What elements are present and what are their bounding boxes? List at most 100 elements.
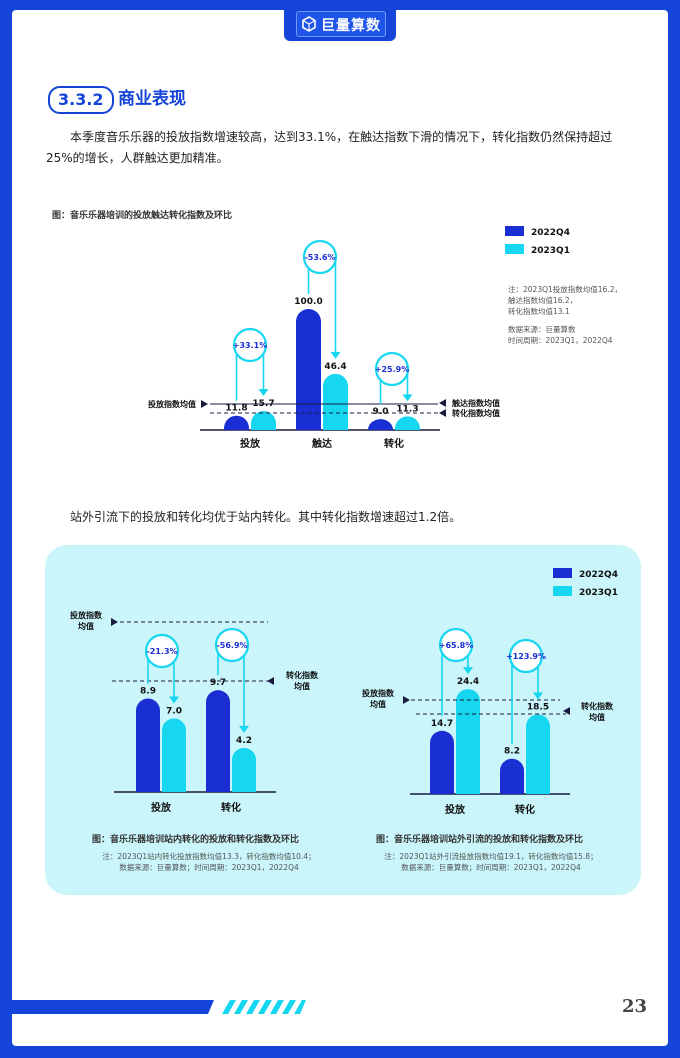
category-label: 投放 [445,803,466,816]
category-label: 投放 [151,801,172,814]
paragraph-summary-2: 站外引流下的投放和转化均优于站内转化。其中转化指数增速超过1.2倍。 [70,510,462,524]
note-line: 触达指数均值16.2， [508,296,578,305]
chart-bar [296,309,321,430]
left-triangle-icon [439,409,446,417]
legend-swatch [553,586,572,596]
bottom-left-chart-title: 图：音乐乐器培训站内转化的投放和转化指数及环比 [92,835,300,845]
average-marker-label: 投放指数 [362,688,395,698]
average-marker-label: 投放指数均值 [148,399,196,409]
bottom-right-note: 注：2023Q1站外引流投放指数均值19.1，转化指数均值15.8； 数据来源：… [372,851,610,873]
bar-value-label: 11.3 [396,404,418,414]
average-marker-label: 均值 [78,621,94,631]
chart-bar [368,419,393,430]
arrow-head-icon [402,394,413,402]
change-label: +65.8% [439,641,473,650]
change-label: +33.1% [233,341,267,350]
chart-bar [456,689,480,794]
average-marker-label: 转化指数 [286,670,319,680]
category-label: 投放 [240,437,261,450]
arrow-head-icon [169,696,179,704]
brand-logo: 巨量算数 [296,11,386,37]
bottom-left-note: 注：2023Q1站内转化投放指数均值13.3，转化指数均值10.4； 数据来源：… [90,851,328,873]
chart-bar [430,730,454,794]
bar-value-label: 18.5 [527,702,549,712]
left-triangle-icon [439,399,446,407]
right-triangle-icon [111,618,118,626]
legend-label: 2022Q4 [531,228,570,238]
category-label: 转化 [384,437,404,450]
chart-bar [323,373,348,430]
arrow-head-icon [239,725,249,733]
note-line: 数据来源：巨量算数；时间周期：2023Q1，2022Q4 [401,863,581,872]
bar-value-label: 8.2 [504,747,520,757]
category-label: 转化 [515,803,535,816]
average-marker-label: 转化指数均值 [452,408,500,418]
change-bubble [438,627,474,663]
legend-label: 2023Q1 [579,588,618,598]
chart-bar [136,698,160,792]
cube-logo-icon [302,16,316,32]
chart-bar [395,416,420,430]
category-label: 转化 [221,801,241,814]
average-marker-label: 转化指数 [581,701,614,711]
arrow-head-icon [330,351,341,359]
chart-bar [162,718,186,792]
change-label: -53.6% [304,253,335,262]
page-number: 23 [622,996,648,1017]
note-line: 时间周期：2023Q1，2022Q4 [508,336,613,345]
average-marker-label: 投放指数 [70,610,103,620]
bar-value-label: 14.7 [431,719,453,729]
category-label: 触达 [311,437,332,450]
top-chart-note: 注：2023Q1投放指数均值16.2， 触达指数均值16.2， 转化指数均值13… [508,284,622,346]
paragraph-summary-1: 本季度音乐乐器的投放指数增速较高，达到33.1%，在触达指数下滑的情况下，转化指… [46,130,613,165]
bar-value-label: 9.7 [210,678,226,688]
section-number: 3.3.2 [48,86,114,114]
arrow-head-icon [533,692,543,700]
note-line: 注：2023Q1站外引流投放指数均值19.1，转化指数均值15.8； [384,852,598,861]
legend-swatch [505,226,524,236]
chart-bar [251,411,276,430]
right-triangle-icon [201,400,208,408]
change-bubble [144,633,180,669]
left-triangle-icon [563,707,570,715]
change-bubble [374,351,410,387]
note-line: 数据来源：巨量算数 [508,325,576,334]
change-label: +123.9% [506,652,546,661]
bottom-right-chart-title: 图：音乐乐器培训站外引流的投放和转化指数及环比 [376,835,584,845]
average-marker-label: 触达指数均值 [452,398,500,408]
bar-value-label: 11.8 [225,404,247,414]
chart-bar [526,714,550,794]
change-bubble [232,327,268,363]
note-line: 转化指数均值13.1 [508,307,570,316]
bar-value-label: 9.0 [373,407,389,417]
legend-swatch [553,568,572,578]
chart-bar [232,747,256,792]
chart-bar [206,690,230,792]
bar-value-label: 7.0 [166,707,182,717]
chart-bar [224,415,249,430]
average-marker-label: 均值 [370,699,386,709]
section-title: 商业表现 [118,89,186,109]
top-chart-title: 图：音乐乐器培训的投放触达转化指数及环比 [52,211,233,221]
note-line: 注：2023Q1站内转化投放指数均值13.3，转化指数均值10.4； [102,852,316,861]
chart-bar [500,758,524,794]
change-label: -56.9% [216,641,247,650]
average-marker-label: 均值 [294,681,310,691]
change-bubble [508,638,544,674]
note-line: 数据来源：巨量算数；时间周期：2023Q1，2022Q4 [119,863,299,872]
change-bubble [302,239,338,275]
legend-label: 2023Q1 [531,246,570,256]
left-triangle-icon [267,677,274,685]
legend-label: 2022Q4 [579,570,618,580]
arrow-head-icon [258,389,269,397]
change-label: +25.9% [375,365,409,374]
right-triangle-icon [403,696,410,704]
bar-value-label: 100.0 [294,297,322,307]
legend-swatch [505,244,524,254]
change-label: -21.3% [146,647,177,656]
bar-value-label: 8.9 [140,687,156,697]
average-marker-label: 均值 [589,712,605,722]
bar-value-label: 46.4 [324,362,346,372]
